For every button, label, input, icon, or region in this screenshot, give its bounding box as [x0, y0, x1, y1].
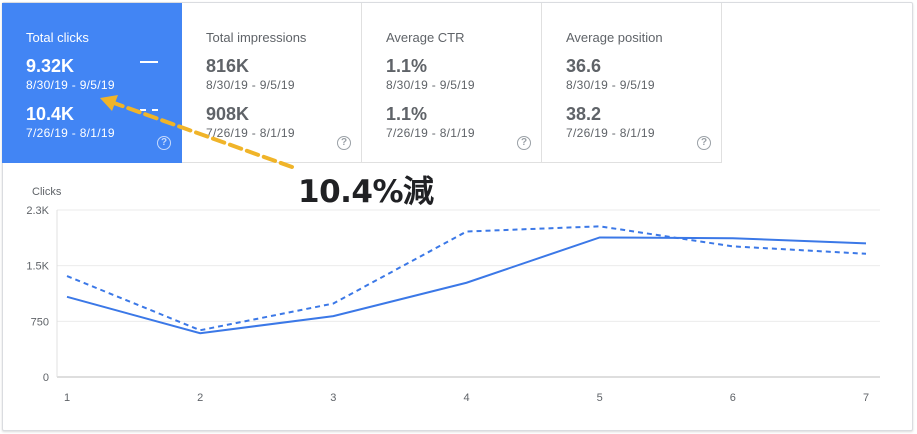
- card-total-impressions[interactable]: Total impressions 816K 8/30/19 - 9/5/19 …: [182, 3, 362, 163]
- card-previous-value: 10.4K: [26, 104, 75, 124]
- card-previous-value: 38.2: [566, 104, 602, 124]
- y-tick-label: 1.5K: [26, 261, 49, 273]
- card-total-clicks[interactable]: Total clicks 9.32K 8/30/19 - 9/5/19 10.4…: [2, 3, 182, 163]
- card-current-range: 8/30/19 - 9/5/19: [26, 78, 115, 92]
- card-title: Average CTR: [386, 30, 465, 45]
- y-tick-label: 2.3K: [26, 205, 49, 217]
- annotation-label: 10.4%減: [298, 174, 434, 210]
- card-previous-range: 7/26/19 - 8/1/19: [206, 126, 295, 140]
- x-tick-label: 3: [330, 392, 336, 404]
- y-tick-label: 0: [43, 372, 49, 384]
- card-current-range: 8/30/19 - 9/5/19: [386, 78, 475, 92]
- card-previous-value: 908K: [206, 104, 250, 124]
- current-period-line: [66, 236, 867, 335]
- card-current-value: 9.32K: [26, 56, 75, 76]
- help-icon[interactable]: ?: [337, 136, 351, 150]
- card-current-range: 8/30/19 - 9/5/19: [206, 78, 295, 92]
- x-tick-label: 2: [197, 392, 203, 404]
- card-previous-value: 1.1%: [386, 104, 428, 124]
- x-tick-label: 5: [597, 392, 603, 404]
- card-current-value: 36.6: [566, 56, 602, 76]
- metric-cards: Total clicks 9.32K 8/30/19 - 9/5/19 10.4…: [2, 3, 722, 163]
- help-icon[interactable]: ?: [157, 136, 171, 150]
- annotation-arrow-shaft: [112, 101, 294, 169]
- card-average-position[interactable]: Average position 36.6 8/30/19 - 9/5/19 3…: [542, 3, 722, 163]
- card-current-value: 1.1%: [386, 56, 428, 76]
- card-current-value: 816K: [206, 56, 250, 76]
- x-tick-label: 1: [64, 392, 70, 404]
- previous-period-line: [66, 225, 867, 332]
- help-icon[interactable]: ?: [517, 136, 531, 150]
- x-tick-label: 7: [863, 392, 869, 404]
- card-current-range: 8/30/19 - 9/5/19: [566, 78, 655, 92]
- chart-title: Clicks: [32, 186, 62, 198]
- solid-line-legend-icon: [140, 61, 158, 63]
- card-title: Total clicks: [26, 30, 89, 45]
- card-title: Average position: [566, 30, 663, 45]
- card-previous-range: 7/26/19 - 8/1/19: [566, 126, 655, 140]
- dashed-line-legend-icon: [140, 109, 158, 111]
- card-title: Total impressions: [206, 30, 307, 45]
- y-tick-label: 750: [31, 316, 49, 328]
- card-previous-range: 7/26/19 - 8/1/19: [386, 126, 475, 140]
- card-previous-range: 7/26/19 - 8/1/19: [26, 126, 115, 140]
- x-tick-label: 6: [730, 392, 736, 404]
- card-average-ctr[interactable]: Average CTR 1.1% 8/30/19 - 9/5/19 1.1% 7…: [362, 3, 542, 163]
- annotation-arrow-head-icon: [100, 95, 118, 111]
- x-tick-label: 4: [463, 392, 469, 404]
- help-icon[interactable]: ?: [697, 136, 711, 150]
